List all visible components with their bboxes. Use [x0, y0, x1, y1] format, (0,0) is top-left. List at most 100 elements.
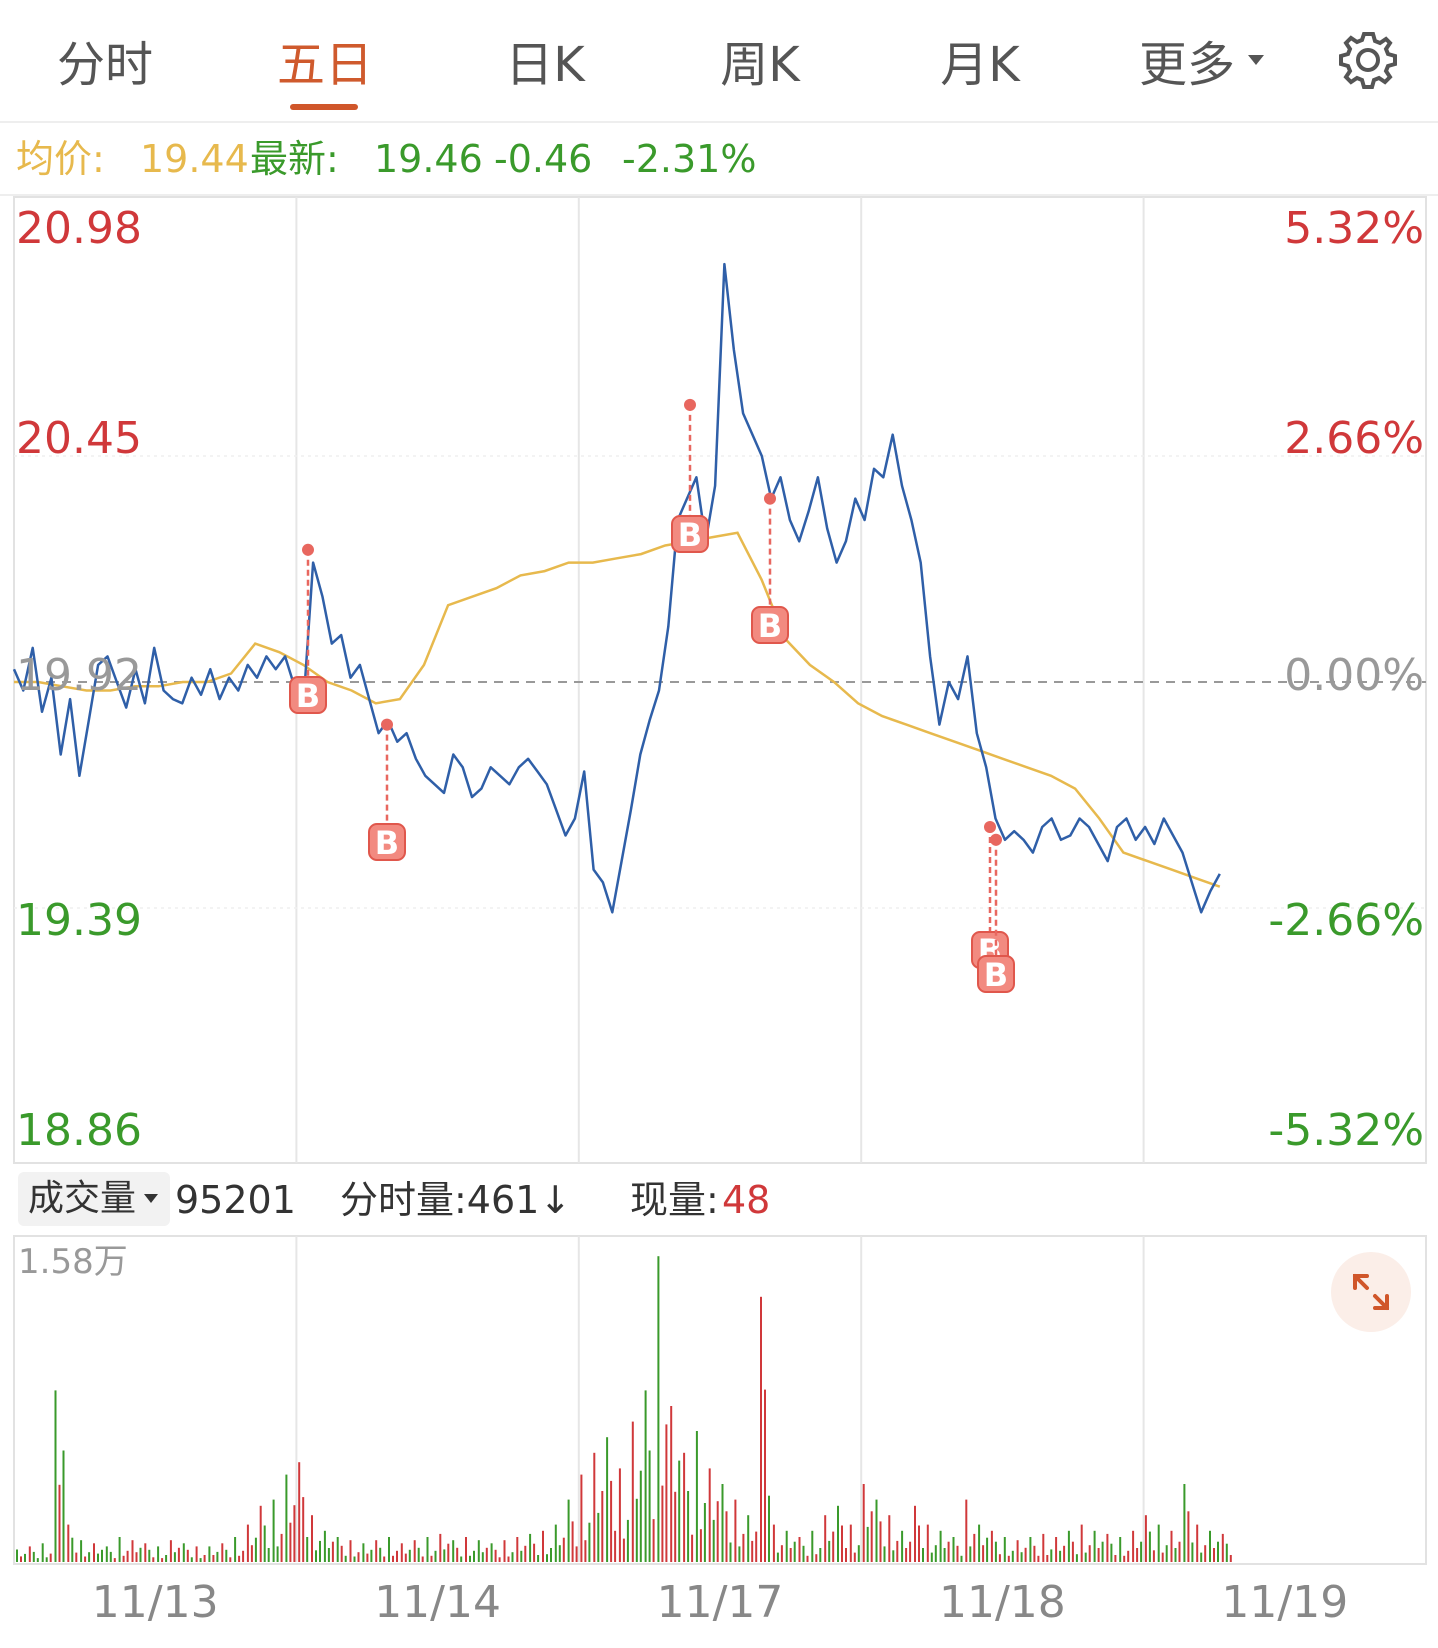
volume-bar [494, 1549, 497, 1562]
volume-bar [1011, 1550, 1014, 1562]
volume-bar [28, 1546, 31, 1562]
tab-intraday[interactable]: 分时 [56, 37, 153, 93]
volume-bar [708, 1468, 711, 1562]
volume-bar [144, 1543, 147, 1562]
volume-pane-frame [13, 1235, 1427, 1565]
volume-bar [344, 1555, 347, 1562]
tab-weekly-k[interactable]: 周K [720, 37, 800, 93]
volume-bar [190, 1557, 193, 1562]
volume-bar [1059, 1550, 1062, 1562]
volume-bar [1046, 1555, 1049, 1562]
volume-bar [434, 1550, 437, 1562]
volume-bar [80, 1540, 83, 1562]
volume-bar [695, 1431, 698, 1562]
volume-bar [186, 1549, 189, 1562]
volume-type-select[interactable]: 成交量 [18, 1172, 170, 1226]
volume-bar [674, 1491, 677, 1562]
caret-down-icon[interactable] [1248, 55, 1264, 65]
volume-bar [340, 1545, 343, 1562]
volume-bar [562, 1537, 565, 1562]
volume-bar [558, 1545, 561, 1562]
expand-button[interactable] [1331, 1252, 1411, 1332]
volume-bar [1033, 1545, 1036, 1562]
volume-bar [490, 1543, 493, 1562]
volume-total: 95201 [175, 1178, 296, 1222]
volume-bar [764, 1389, 766, 1562]
date-axis-label: 11/17 [657, 1577, 784, 1628]
volume-bar [1127, 1550, 1130, 1562]
active-tab-indicator [290, 104, 358, 110]
volume-bar [131, 1540, 134, 1562]
volume-bar [1097, 1548, 1100, 1562]
buy-marker-badge [671, 515, 709, 553]
volume-bar [319, 1540, 321, 1562]
volume-bar [716, 1501, 719, 1562]
volume-bar [567, 1499, 570, 1562]
volume-bar [943, 1548, 946, 1562]
volume-bar [960, 1555, 963, 1562]
volume-bar [965, 1499, 968, 1562]
volume-bar [687, 1491, 690, 1562]
volume-bar [622, 1538, 625, 1562]
volume-bar [101, 1549, 103, 1562]
price-pane-frame [13, 196, 1427, 1164]
volume-bar [1020, 1552, 1023, 1562]
volume-bar [97, 1553, 99, 1562]
volume-bar [1165, 1545, 1168, 1562]
tab-daily-k[interactable]: 日K [505, 37, 585, 93]
volume-bar [875, 1499, 878, 1562]
volume-bar [952, 1537, 955, 1562]
volume-bar [413, 1540, 416, 1562]
volume-bar [524, 1545, 527, 1562]
price-line [12, 262, 1221, 914]
tab-monthly-k[interactable]: 月K [940, 37, 1020, 93]
volume-bar [276, 1546, 279, 1562]
volume-axis-label: 1.58万 [18, 1242, 128, 1282]
volume-bar [323, 1530, 326, 1562]
volume-bar [1229, 1555, 1232, 1562]
gear-icon[interactable] [1336, 28, 1400, 92]
avg-price-label: 均价: [16, 137, 105, 181]
volume-bar [1152, 1550, 1155, 1562]
volume-bar [1174, 1548, 1177, 1562]
volume-bar [379, 1547, 382, 1562]
volume-bar [772, 1524, 775, 1562]
volume-bar [285, 1474, 288, 1562]
volume-bar [1093, 1530, 1096, 1562]
volume-bar [58, 1484, 61, 1562]
buy-marker-label: B [984, 956, 1008, 994]
volume-bar [926, 1524, 929, 1562]
tab-more[interactable]: 更多 [1138, 37, 1235, 93]
volume-bar [229, 1557, 232, 1562]
caret-down-icon [144, 1194, 158, 1203]
volume-bar [901, 1530, 904, 1562]
volume-bar [691, 1534, 694, 1562]
volume-bar [776, 1552, 779, 1562]
buy-marker-label: B [296, 677, 320, 715]
volume-bar [1144, 1515, 1147, 1562]
volume-bar [126, 1550, 129, 1562]
volume-bar [618, 1468, 621, 1562]
volume-bar [84, 1556, 87, 1562]
volume-bar [1042, 1533, 1045, 1562]
date-axis-label: 11/14 [374, 1577, 501, 1628]
tab-five-day[interactable]: 五日 [276, 37, 373, 93]
volume-bar [806, 1555, 809, 1562]
buy-marker-label: B [375, 824, 399, 862]
volume-bar [892, 1550, 895, 1562]
volume-bar [109, 1551, 112, 1562]
volume-bar [930, 1552, 933, 1562]
volume-bar [939, 1530, 942, 1562]
volume-bar [785, 1530, 788, 1562]
price-axis-label-left: 18.86 [16, 1105, 142, 1156]
volume-bar [986, 1537, 989, 1562]
volume-bar [969, 1546, 972, 1562]
volume-bar [537, 1555, 540, 1562]
volume-bar [849, 1524, 852, 1562]
volume-bar [327, 1548, 330, 1562]
volume-bar [1191, 1542, 1194, 1562]
volume-bar [905, 1548, 908, 1562]
volume-bar [1178, 1541, 1181, 1562]
